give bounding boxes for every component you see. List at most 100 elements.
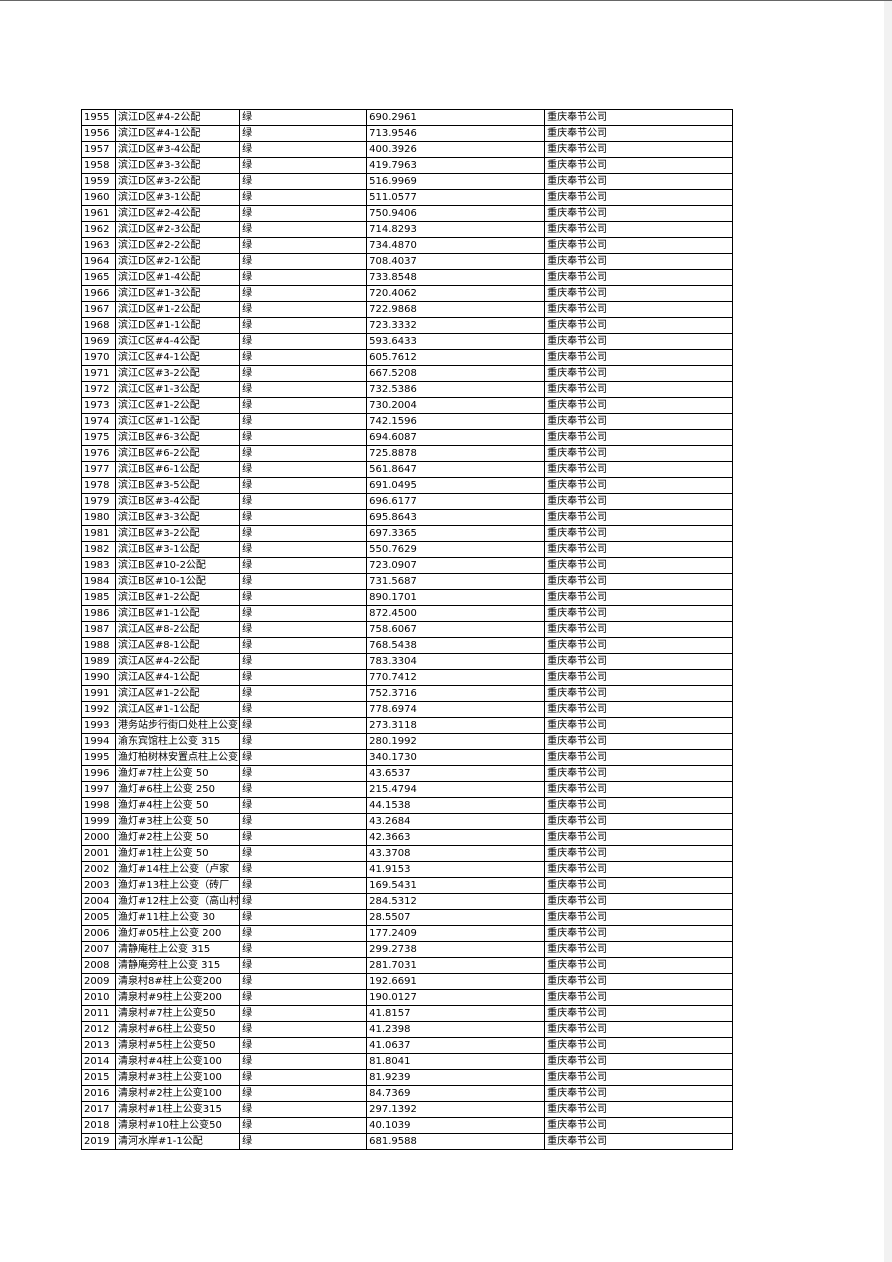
table-row: 2010 清泉村#9柱上公变200 绿 190.0127 重庆奉节公司 <box>81 989 734 1006</box>
capacity: 81.8041 <box>366 1053 546 1070</box>
table-row: 1992 滨江A区#1-1公配绿 778.6974 重庆奉节公司 <box>81 701 734 718</box>
station-name: 清泉村#2柱上公变100 <box>114 1085 241 1102</box>
station-name: 滨江D区#3-1公配 <box>114 189 241 206</box>
station-name: 渔灯#1柱上公变 50 <box>114 845 241 862</box>
row-id: 1956 <box>81 125 116 142</box>
capacity: 340.1730 <box>366 749 546 766</box>
row-id: 1968 <box>81 317 116 334</box>
status: 绿 <box>239 701 368 718</box>
status: 绿 <box>239 477 368 494</box>
company: 重庆奉节公司 <box>544 285 734 302</box>
status: 绿 <box>239 781 368 798</box>
table-row: 1990 滨江A区#4-1公配绿 770.7412 重庆奉节公司 <box>81 669 734 686</box>
station-name: 渔灯#4柱上公变 50 <box>114 797 241 814</box>
company: 重庆奉节公司 <box>544 493 734 510</box>
table-row: 1955 滨江D区#4-2公配绿 690.2961 重庆奉节公司 <box>81 109 734 126</box>
capacity: 723.3332 <box>366 317 546 334</box>
row-id: 2019 <box>81 1133 116 1150</box>
status: 绿 <box>239 413 368 430</box>
capacity: 783.3304 <box>366 653 546 670</box>
company: 重庆奉节公司 <box>544 589 734 606</box>
row-id: 2017 <box>81 1101 116 1118</box>
table-row: 1957 滨江D区#3-4公配绿 400.3926 重庆奉节公司 <box>81 141 734 158</box>
capacity: 40.1039 <box>366 1117 546 1134</box>
capacity: 731.5687 <box>366 573 546 590</box>
capacity: 284.5312 <box>366 893 546 910</box>
row-id: 1986 <box>81 605 116 622</box>
row-id: 1973 <box>81 397 116 414</box>
row-id: 1965 <box>81 269 116 286</box>
status: 绿 <box>239 221 368 238</box>
table-row: 2013 清泉村#5柱上公变50 绿 41.0637 重庆奉节公司 <box>81 1037 734 1054</box>
company: 重庆奉节公司 <box>544 621 734 638</box>
status: 绿 <box>239 637 368 654</box>
row-id: 1960 <box>81 189 116 206</box>
row-id: 1989 <box>81 653 116 670</box>
table-row: 1998 渔灯#4柱上公变 50 绿 44.1538 重庆奉节公司 <box>81 797 734 814</box>
capacity: 695.8643 <box>366 509 546 526</box>
company: 重庆奉节公司 <box>544 429 734 446</box>
company: 重庆奉节公司 <box>544 1101 734 1118</box>
row-id: 1999 <box>81 813 116 830</box>
table-row: 1961 滨江D区#2-4公配绿 750.9406 重庆奉节公司 <box>81 205 734 222</box>
company: 重庆奉节公司 <box>544 1069 734 1086</box>
status: 绿 <box>239 589 368 606</box>
company: 重庆奉节公司 <box>544 445 734 462</box>
status: 绿 <box>239 301 368 318</box>
company: 重庆奉节公司 <box>544 893 734 910</box>
row-id: 1988 <box>81 637 116 654</box>
company: 重庆奉节公司 <box>544 1037 734 1054</box>
status: 绿 <box>239 909 368 926</box>
company: 重庆奉节公司 <box>544 1117 734 1134</box>
row-id: 2012 <box>81 1021 116 1038</box>
status: 绿 <box>239 845 368 862</box>
row-id: 1998 <box>81 797 116 814</box>
table-row: 1987 滨江A区#8-2公配绿 758.6067 重庆奉节公司 <box>81 621 734 638</box>
table-row: 2009 清泉村8#柱上公变200 绿 192.6691 重庆奉节公司 <box>81 973 734 990</box>
station-name: 滨江A区#4-2公配 <box>114 653 241 670</box>
company: 重庆奉节公司 <box>544 157 734 174</box>
table-row: 2000 渔灯#2柱上公变 50 绿 42.3663 重庆奉节公司 <box>81 829 734 846</box>
row-id: 2003 <box>81 877 116 894</box>
row-id: 2014 <box>81 1053 116 1070</box>
company: 重庆奉节公司 <box>544 797 734 814</box>
capacity: 41.0637 <box>366 1037 546 1054</box>
status: 绿 <box>239 829 368 846</box>
row-id: 1994 <box>81 733 116 750</box>
table-row: 1983 滨江B区#10-2公配绿 723.0907 重庆奉节公司 <box>81 557 734 574</box>
station-name: 渔灯#13柱上公变（砖厂 <box>114 877 241 894</box>
status: 绿 <box>239 973 368 990</box>
table-row: 1971 滨江C区#3-2公配绿 667.5208 重庆奉节公司 <box>81 365 734 382</box>
station-name: 滨江D区#1-4公配 <box>114 269 241 286</box>
company: 重庆奉节公司 <box>544 349 734 366</box>
status: 绿 <box>239 797 368 814</box>
capacity: 694.6087 <box>366 429 546 446</box>
capacity: 667.5208 <box>366 365 546 382</box>
station-name: 滨江D区#2-4公配 <box>114 205 241 222</box>
station-name: 滨江C区#1-1公配 <box>114 413 241 430</box>
station-name: 清泉村#5柱上公变50 <box>114 1037 241 1054</box>
company: 重庆奉节公司 <box>544 125 734 142</box>
table-row: 1991 滨江A区#1-2公配绿 752.3716 重庆奉节公司 <box>81 685 734 702</box>
status: 绿 <box>239 173 368 190</box>
status: 绿 <box>239 541 368 558</box>
status: 绿 <box>239 253 368 270</box>
status: 绿 <box>239 813 368 830</box>
capacity: 192.6691 <box>366 973 546 990</box>
row-id: 2015 <box>81 1069 116 1086</box>
status: 绿 <box>239 653 368 670</box>
row-id: 1970 <box>81 349 116 366</box>
capacity: 742.1596 <box>366 413 546 430</box>
status: 绿 <box>239 925 368 942</box>
capacity: 714.8293 <box>366 221 546 238</box>
company: 重庆奉节公司 <box>544 333 734 350</box>
row-id: 1978 <box>81 477 116 494</box>
table-row: 1996 渔灯#7柱上公变 50 绿 43.6537 重庆奉节公司 <box>81 765 734 782</box>
station-name: 滨江C区#1-3公配 <box>114 381 241 398</box>
status: 绿 <box>239 445 368 462</box>
capacity: 561.8647 <box>366 461 546 478</box>
status: 绿 <box>239 1053 368 1070</box>
table-row: 1975 滨江B区#6-3公配绿 694.6087 重庆奉节公司 <box>81 429 734 446</box>
table-row: 2006 渔灯#05柱上公变 200 绿 177.2409 重庆奉节公司 <box>81 925 734 942</box>
company: 重庆奉节公司 <box>544 765 734 782</box>
